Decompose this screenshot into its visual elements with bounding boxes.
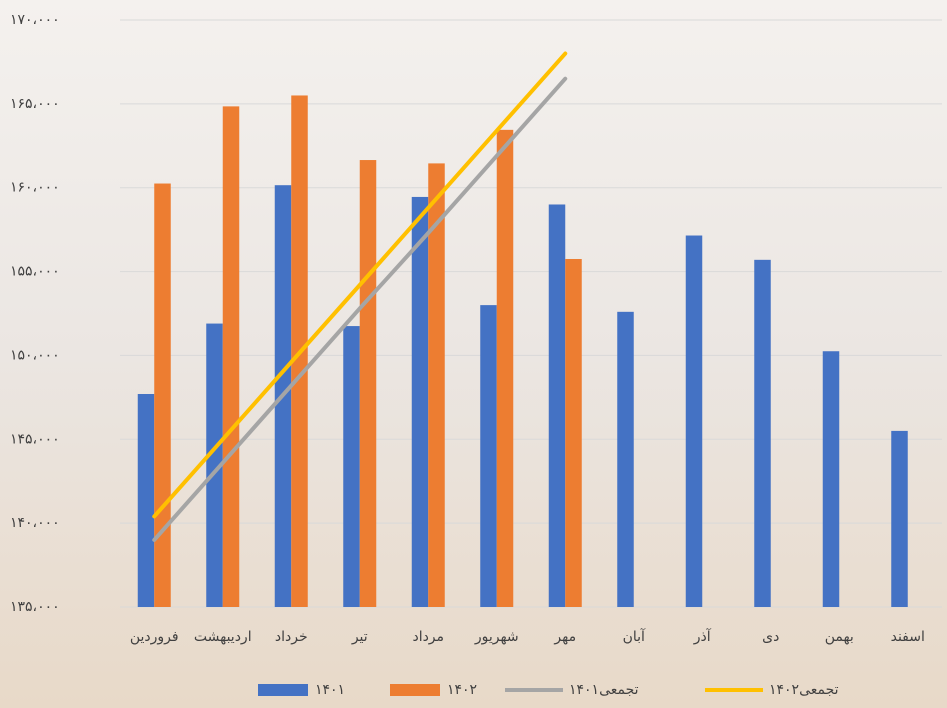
bar — [685, 235, 703, 607]
bar — [480, 305, 497, 607]
x-tick-label: بهمن — [825, 629, 854, 645]
bar — [548, 204, 566, 607]
x-tick-label: آبان — [623, 628, 646, 645]
x-tick-label: اردیبهشت — [194, 629, 252, 645]
y-tick-label: ۱۴۵،۰۰۰ — [10, 431, 60, 447]
legend-label: تجمعی۱۴۰۲ — [769, 682, 839, 698]
bar — [343, 326, 360, 607]
x-tick-label: شهریور — [474, 629, 519, 645]
legend-swatch — [390, 684, 440, 696]
bar — [617, 311, 634, 607]
y-tick-label: ۱۴۰،۰۰۰ — [10, 515, 60, 531]
bar — [154, 183, 171, 607]
line — [152, 51, 568, 519]
bar — [754, 259, 771, 607]
x-tick-label: مرداد — [412, 629, 444, 645]
y-tick-label: ۱۳۵،۰۰۰ — [10, 599, 60, 615]
legend-label: ۱۴۰۲ — [447, 682, 477, 698]
y-tick-label: ۱۷۰،۰۰۰ — [10, 12, 60, 28]
bar — [411, 196, 429, 607]
y-tick-label: ۱۵۰،۰۰۰ — [10, 347, 60, 363]
x-tick-label: اسفند — [891, 629, 925, 645]
legend-swatch — [258, 684, 308, 696]
x-tick-label: مهر — [553, 629, 576, 645]
x-tick-label: فروردین — [130, 629, 179, 645]
legend-label: تجمعی۱۴۰۱ — [569, 682, 639, 698]
bar — [137, 394, 155, 607]
x-tick-label: آذر — [693, 628, 712, 645]
x-tick-label: خرداد — [275, 629, 308, 645]
bar — [565, 258, 582, 607]
x-tick-label: دی — [762, 629, 779, 645]
bar — [428, 163, 445, 607]
legend-label: ۱۴۰۱ — [315, 682, 345, 698]
bar — [891, 430, 908, 607]
bar — [222, 106, 240, 607]
x-tick-label: تیر — [351, 629, 368, 645]
y-tick-label: ۱۶۵،۰۰۰ — [10, 96, 60, 112]
bar — [496, 129, 514, 608]
line — [152, 76, 568, 542]
bar — [822, 351, 840, 607]
bar — [206, 323, 223, 607]
y-tick-label: ۱۵۵،۰۰۰ — [10, 264, 60, 280]
bar — [359, 160, 377, 607]
y-tick-label: ۱۶۰،۰۰۰ — [10, 180, 60, 196]
